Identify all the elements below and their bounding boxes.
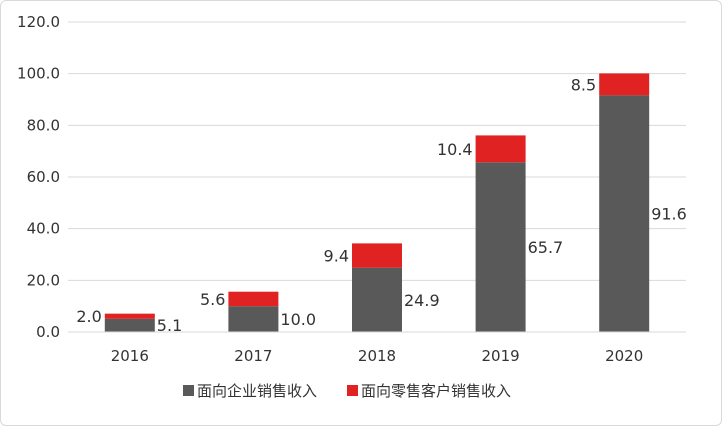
y-tick-label: 0.0 <box>36 323 60 341</box>
y-tick-label: 120.0 <box>17 13 60 31</box>
bar-segment-enterprise <box>104 318 155 332</box>
data-label-enterprise: 65.7 <box>528 238 564 257</box>
x-tick-label: 2018 <box>358 347 396 365</box>
y-axis: 0.0 20.0 40.0 60.0 80.0 100.0 120.0 <box>17 13 60 341</box>
x-axis: 2016 2017 2018 2019 2020 <box>68 331 686 365</box>
bar-segment-retail <box>228 291 279 307</box>
x-tick-label: 2020 <box>605 347 643 365</box>
legend: 面向企业销售收入 面向零售客户销售收入 <box>183 382 511 400</box>
y-tick-label: 80.0 <box>27 116 60 134</box>
x-tick-label: 2016 <box>111 347 149 365</box>
data-label-enterprise: 91.6 <box>651 205 687 224</box>
bar-segment-retail <box>475 135 526 163</box>
data-label-enterprise: 5.1 <box>157 316 182 335</box>
bar-segment-retail <box>104 313 155 319</box>
y-tick-label: 60.0 <box>27 168 60 186</box>
data-label-retail: 9.4 <box>324 247 349 266</box>
data-label-retail: 5.6 <box>200 290 225 309</box>
data-label-retail: 10.4 <box>437 140 473 159</box>
legend-label-enterprise: 面向企业销售收入 <box>197 382 317 400</box>
legend-label-retail: 面向零售客户销售收入 <box>361 382 511 400</box>
bar-segment-enterprise <box>475 162 526 332</box>
legend-swatch-retail <box>347 385 358 396</box>
x-tick-label: 2019 <box>482 347 520 365</box>
legend-swatch-enterprise <box>183 385 194 396</box>
bar-segment-retail <box>352 243 402 268</box>
data-label-enterprise: 10.0 <box>280 310 316 329</box>
bar-segment-enterprise <box>352 267 402 332</box>
data-labels: 5.1 2.0 10.0 5.6 24.9 9.4 65.7 10.4 91.6 8.5 <box>76 75 686 335</box>
y-tick-label: 40.0 <box>27 220 60 238</box>
data-label-retail: 8.5 <box>571 75 596 94</box>
bar-segment-enterprise <box>228 306 279 332</box>
y-tick-label: 100.0 <box>17 65 60 83</box>
bar-segment-retail <box>599 73 650 96</box>
x-tick-label: 2017 <box>234 347 272 365</box>
bar-segment-enterprise <box>599 95 650 332</box>
y-tick-label: 20.0 <box>27 271 60 289</box>
data-label-enterprise: 24.9 <box>404 291 440 310</box>
bars <box>104 73 650 332</box>
data-label-retail: 2.0 <box>76 307 101 326</box>
